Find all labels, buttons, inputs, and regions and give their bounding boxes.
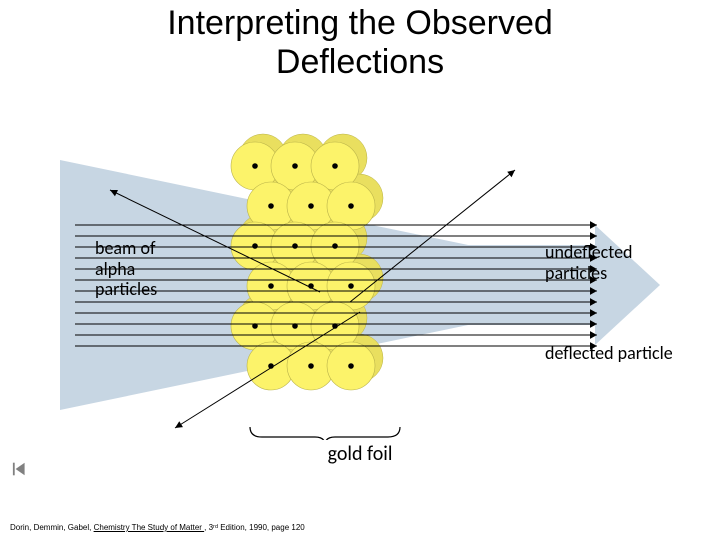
citation-book: Chemistry The Study of Matter (94, 523, 205, 532)
title-line-2: Deflections (276, 43, 444, 81)
label-gold-foil: gold foil (0, 442, 720, 466)
citation-suffix: , 3ʳᵈ Edition, 1990, page 120 (204, 523, 305, 532)
page-title: Interpreting the Observed Deflections (0, 4, 720, 82)
label-undeflected: undeflectedparticles (545, 242, 633, 283)
label-undeflected-text: undeflectedparticles (545, 241, 633, 284)
citation: Dorin, Demmin, Gabel, Chemistry The Stud… (10, 523, 305, 532)
label-deflected-text: deflected particle (545, 342, 673, 364)
rewind-icon[interactable] (12, 460, 30, 478)
citation-prefix: Dorin, Demmin, Gabel, (10, 523, 94, 532)
label-gold-foil-text: gold foil (328, 442, 393, 466)
label-deflected: deflected particle (545, 343, 673, 364)
slide: Interpreting the Observed Deflections be… (0, 0, 720, 540)
label-beam: beam ofalphaparticles (95, 238, 157, 300)
label-beam-text: beam ofalphaparticles (95, 237, 157, 300)
title-line-1: Interpreting the Observed (167, 4, 553, 42)
